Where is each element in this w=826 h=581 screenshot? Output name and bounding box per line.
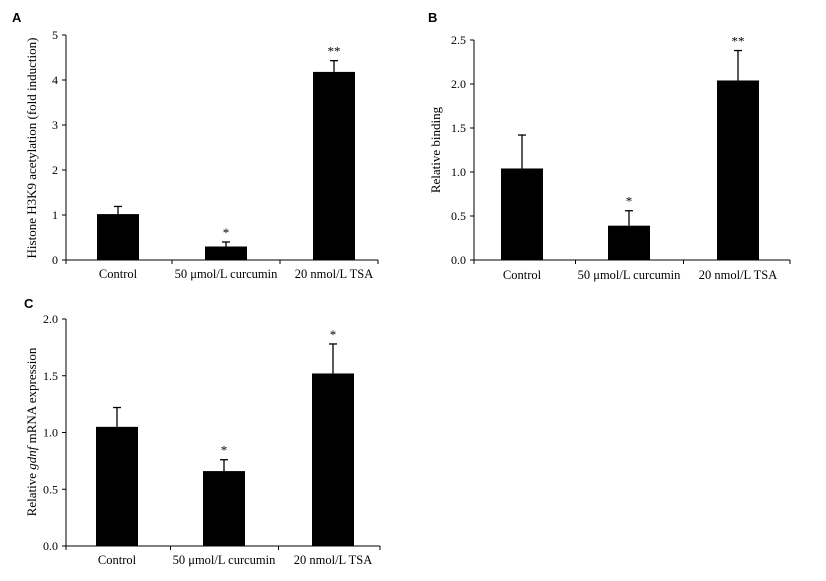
y-axis-title: Relative gdnf mRNA expression xyxy=(24,347,39,516)
y-axis-title-part: mRNA expression xyxy=(24,347,39,446)
y-tick-label: 1 xyxy=(52,208,58,222)
panel-letter: A xyxy=(12,10,22,25)
bar-2 xyxy=(205,246,247,260)
bar-2 xyxy=(608,225,650,260)
significance-marker-3: ** xyxy=(732,34,745,49)
significance-marker-2: * xyxy=(626,194,633,209)
y-axis-title: Histone H3K9 acetylation (fold induction… xyxy=(24,38,39,259)
significance-marker-3: * xyxy=(330,327,337,342)
category-label-3: 20 nmol/L TSA xyxy=(294,553,372,567)
bar-3 xyxy=(313,71,355,261)
bar-1 xyxy=(96,426,138,546)
y-axis-title-part: Relative xyxy=(24,470,39,517)
y-tick-label: 0 xyxy=(52,253,58,267)
chart-panel-b: B 0.0 0.5 1.0 1.5 2.0 2.5 Control * 50 μmol/L cur… xyxy=(428,10,791,282)
chart-panel-a: A 0 1 2 3 4 5 Control * 50 μmol/L curcumin ** 20 nm… xyxy=(12,10,379,281)
category-label-3: 20 nmol/L TSA xyxy=(699,268,777,282)
y-tick-label: 1.5 xyxy=(43,369,58,383)
bar-3 xyxy=(312,373,354,546)
significance-marker-2: * xyxy=(223,225,230,240)
y-tick-label: 1.5 xyxy=(451,121,466,135)
y-tick-label: 0.0 xyxy=(43,539,58,553)
chart-panel-c: C 0.0 0.5 1.0 1.5 2.0 Control * 50 μmol/L curcum… xyxy=(24,296,381,567)
category-label-2: 50 μmol/L curcumin xyxy=(173,553,276,567)
significance-marker-2: * xyxy=(221,443,228,458)
y-tick-label: 2 xyxy=(52,163,58,177)
bar-1 xyxy=(501,168,543,260)
y-tick-label: 0.5 xyxy=(451,209,466,223)
panel-letter: B xyxy=(428,10,437,25)
y-tick-label: 0.5 xyxy=(43,482,58,496)
panel-letter: C xyxy=(24,296,34,311)
y-tick-label: 4 xyxy=(52,73,58,87)
category-label-1: Control xyxy=(98,553,137,567)
y-tick-label: 2.5 xyxy=(451,33,466,47)
y-tick-label: 5 xyxy=(52,28,58,42)
y-axis-title-part: gdnf xyxy=(24,444,39,470)
y-tick-label: 0.0 xyxy=(451,253,466,267)
significance-marker-3: ** xyxy=(328,44,341,59)
y-tick-label: 3 xyxy=(52,118,58,132)
y-tick-label: 1.0 xyxy=(451,165,466,179)
category-label-3: 20 nmol/L TSA xyxy=(295,267,373,281)
category-label-1: Control xyxy=(99,267,138,281)
bar-3 xyxy=(717,80,759,260)
y-tick-label: 2.0 xyxy=(451,77,466,91)
category-label-2: 50 μmol/L curcumin xyxy=(175,267,278,281)
category-label-1: Control xyxy=(503,268,542,282)
y-tick-label: 2.0 xyxy=(43,312,58,326)
category-label-2: 50 μmol/L curcumin xyxy=(578,268,681,282)
bar-2 xyxy=(203,471,245,546)
y-axis-title: Relative binding xyxy=(428,106,443,193)
y-tick-label: 1.0 xyxy=(43,426,58,440)
bar-1 xyxy=(97,214,139,260)
